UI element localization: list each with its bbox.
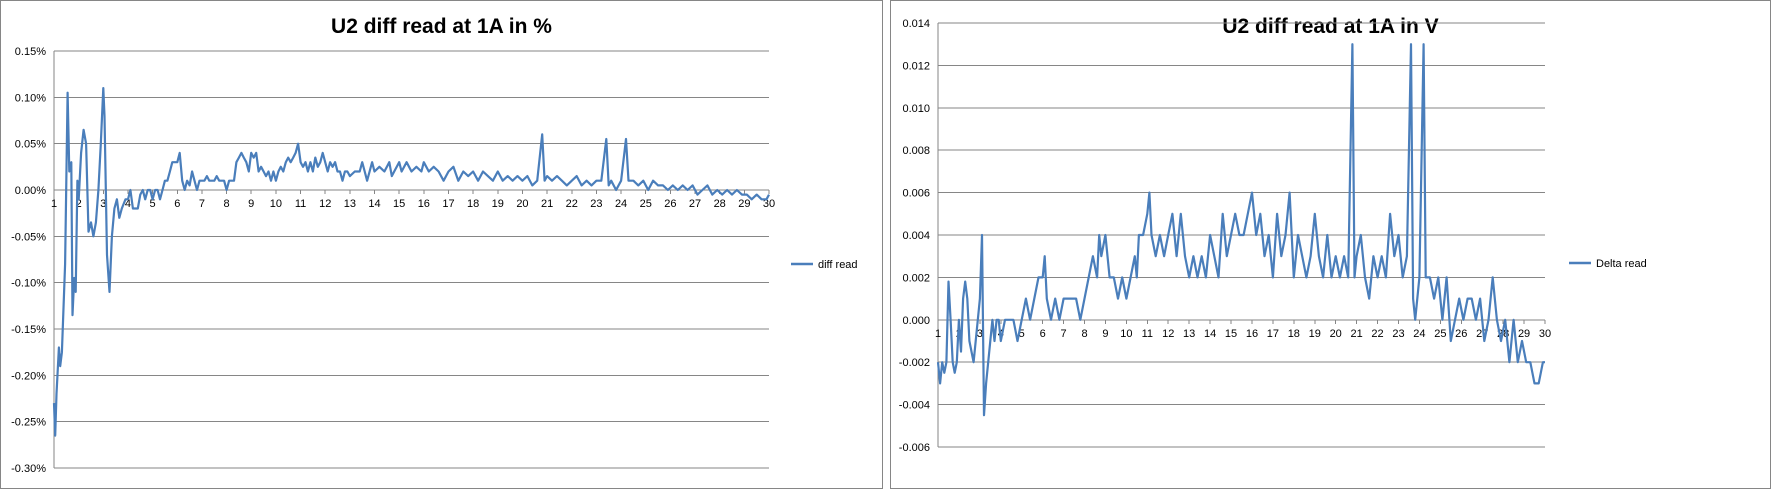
x-tick-label: 12 [1162,328,1174,340]
y-tick-label: 0.05% [15,139,46,151]
x-tick-label: 22 [566,198,578,210]
x-tick-label: 13 [1183,328,1195,340]
x-tick-label: 1 [935,328,941,340]
series-line [52,87,770,437]
y-tick-label: -0.006 [899,442,930,454]
x-tick-label: 8 [224,198,230,210]
y-tick-label: 0.10% [15,92,46,104]
x-tick-label: 30 [1539,328,1551,340]
x-tick-label: 8 [1081,328,1087,340]
x-tick-label: 1 [51,198,57,210]
y-tick-label: 0.002 [902,272,930,284]
chart-panel-volts: U2 diff read at 1A in V 0.014 0.012 0.010 0… [890,0,1771,489]
x-tick-label: 20 [1330,328,1342,340]
x-tick-label: 28 [714,198,726,210]
y-tick-label: -0.30% [11,463,46,475]
x-tick-label: 14 [1204,328,1216,340]
x-tick-label: 9 [1102,328,1108,340]
x-tick-label: 27 [689,198,701,210]
y-tick-label: -0.25% [11,417,46,429]
x-tick-label: 29 [738,198,750,210]
y-tick-label: 0.010 [902,103,930,115]
x-tick-label: 20 [516,198,528,210]
y-tick-label: 0.008 [902,145,930,157]
x-tick-label: 17 [442,198,454,210]
x-tick-label: 7 [1061,328,1067,340]
x-tick-label: 18 [467,198,479,210]
y-tick-label: 0.014 [902,18,930,30]
legend-label: diff read [818,259,858,271]
y-tick-label: 0.012 [902,60,930,72]
chart-panel-percent: U2 diff read at 1A in % 0.15% 0.10% 0.05% 0… [0,0,883,489]
x-tick-label: 25 [1434,328,1446,340]
y-tick-label: 0.006 [902,188,930,200]
x-tick-label: 10 [270,198,282,210]
y-tick-label: -0.20% [11,370,46,382]
y-tick-label: 0.00% [15,185,46,197]
x-tick-label: 11 [295,198,306,210]
chart-title: U2 diff read at 1A in % [331,15,552,38]
x-tick-label: 6 [1040,328,1046,340]
x-tick-label: 12 [319,198,331,210]
x-tick-label: 15 [1225,328,1237,340]
x-tick-label: 11 [1142,328,1153,340]
x-tick-label: 13 [344,198,356,210]
x-tick-label: 23 [590,198,602,210]
x-tick-label: 16 [418,198,430,210]
x-tick-label: 29 [1518,328,1530,340]
x-tick-label: 26 [1455,328,1467,340]
x-tick-label: 24 [1413,328,1425,340]
x-tick-label: 10 [1120,328,1132,340]
y-tick-label: -0.15% [11,324,46,336]
x-tick-label: 23 [1392,328,1404,340]
y-tick-label: -0.05% [11,231,46,243]
x-tick-label: 21 [541,198,553,210]
x-tick-label: 5 [1019,328,1025,340]
x-tick-label: 17 [1267,328,1279,340]
series-line [936,43,1545,417]
y-tick-label: -0.002 [899,357,930,369]
legend-label: Delta read [1596,258,1647,270]
x-tick-label: 14 [368,198,380,210]
x-tick-label: 9 [248,198,254,210]
x-tick-label: 25 [640,198,652,210]
x-tick-label: 19 [492,198,504,210]
chart-title: U2 diff read at 1A in V [1222,15,1439,38]
x-tick-label: 3 [977,328,983,340]
x-tick-label: 7 [199,198,205,210]
x-tick-label: 18 [1288,328,1300,340]
x-tick-label: 26 [664,198,676,210]
y-tick-label: 0.15% [15,46,46,58]
x-tick-label: 16 [1246,328,1258,340]
x-tick-label: 3 [100,198,106,210]
x-tick-label: 5 [150,198,156,210]
line-chart-percent: 0.15% 0.10% 0.05% 0.00% -0.05% -0.10% -0.15% -0… [11,46,858,475]
x-tick-label: 19 [1309,328,1321,340]
line-chart-volts: 0.014 0.012 0.010 0.008 0.006 0.004 0.002 0.000… [899,18,1647,454]
y-tick-label: 0.004 [902,230,930,242]
x-tick-label: 22 [1371,328,1383,340]
x-tick-label: 30 [763,198,775,210]
y-tick-label: -0.10% [11,278,46,290]
y-tick-label: 0.000 [902,315,930,327]
x-tick-label: 24 [615,198,627,210]
x-tick-label: 15 [393,198,405,210]
x-tick-label: 2 [76,198,82,210]
x-tick-label: 21 [1350,328,1362,340]
x-tick-label: 4 [125,198,131,210]
y-tick-label: -0.004 [899,400,930,412]
x-tick-label: 6 [174,198,180,210]
